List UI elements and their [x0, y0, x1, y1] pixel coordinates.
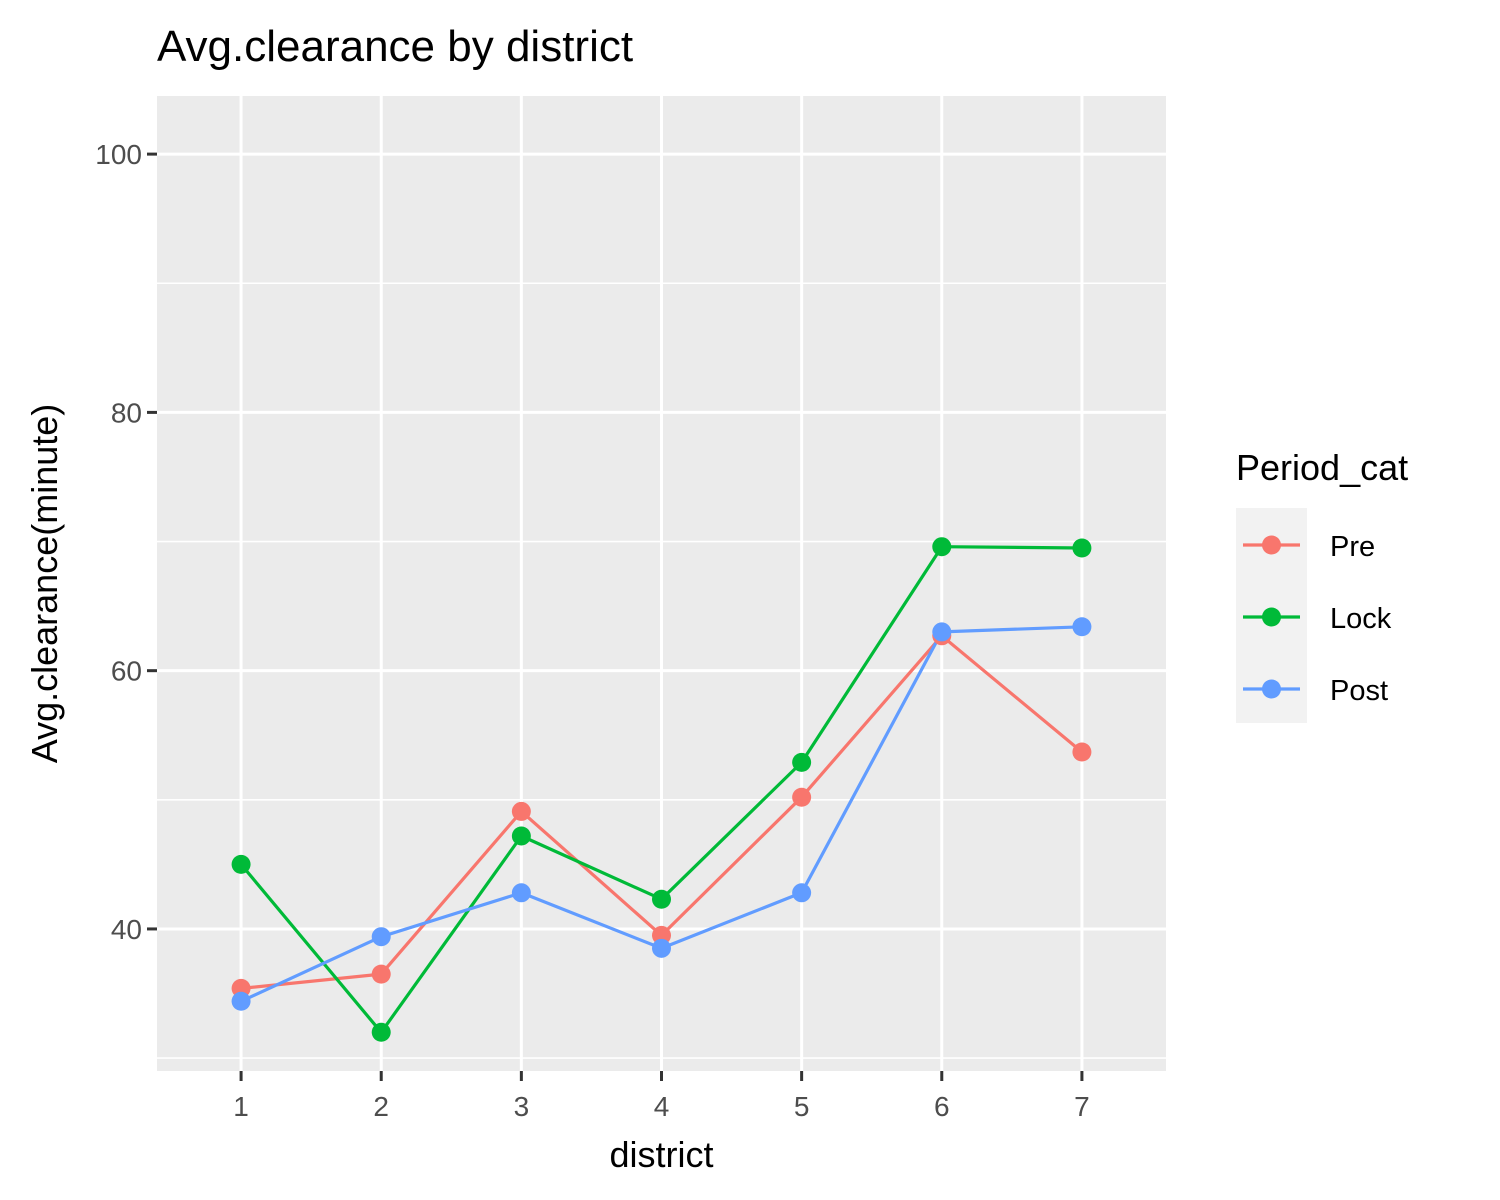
x-tick-label: 3 — [514, 1091, 530, 1122]
legend-key-point-pre — [1262, 535, 1281, 555]
data-point-lock — [231, 854, 251, 874]
x-tick-label: 5 — [794, 1091, 810, 1122]
data-point-lock — [792, 752, 812, 772]
legend-title: Period_cat — [1236, 447, 1408, 488]
x-axis: 1 2 3 4 5 6 7 — [233, 1071, 1090, 1122]
legend-keys: Pre Lock Post — [1236, 508, 1392, 723]
legend: Period_cat Pre Lock Post — [1236, 447, 1408, 723]
data-point-lock — [1072, 538, 1092, 558]
data-point-post — [511, 883, 531, 903]
y-tick-label: 100 — [95, 139, 142, 170]
data-point-pre — [1072, 742, 1092, 762]
y-axis-title: Avg.clearance(minute) — [24, 404, 65, 764]
data-point-lock — [932, 537, 952, 557]
x-tick-label: 7 — [1074, 1091, 1090, 1122]
data-point-post — [652, 938, 671, 958]
x-tick-label: 6 — [934, 1091, 950, 1122]
data-point-pre — [371, 964, 391, 984]
y-tick-label: 40 — [111, 914, 142, 945]
data-point-post — [371, 927, 391, 947]
x-tick-label: 4 — [654, 1091, 670, 1122]
data-point-pre — [792, 787, 812, 807]
data-point-post — [932, 622, 952, 642]
legend-label-pre: Pre — [1330, 531, 1375, 563]
chart-title: Avg.clearance by district — [157, 22, 633, 71]
y-tick-label: 80 — [111, 397, 142, 428]
x-tick-label: 2 — [373, 1091, 389, 1122]
x-tick-label: 1 — [233, 1091, 249, 1122]
grid-major — [157, 96, 1166, 1071]
legend-label-post: Post — [1330, 675, 1388, 707]
legend-key-point-post — [1262, 679, 1281, 699]
legend-label-lock: Lock — [1330, 603, 1392, 635]
data-point-post — [792, 883, 812, 903]
data-point-lock — [371, 1022, 391, 1042]
legend-key-point-lock — [1262, 607, 1281, 627]
data-point-post — [231, 991, 251, 1011]
data-point-lock — [652, 889, 671, 909]
series-points — [231, 537, 1092, 1042]
data-point-post — [1072, 617, 1092, 637]
data-point-lock — [511, 826, 531, 846]
y-axis: 40 60 80 100 — [95, 139, 157, 945]
x-axis-title: district — [609, 1134, 713, 1175]
y-tick-label: 60 — [111, 656, 142, 687]
data-point-pre — [511, 801, 531, 821]
